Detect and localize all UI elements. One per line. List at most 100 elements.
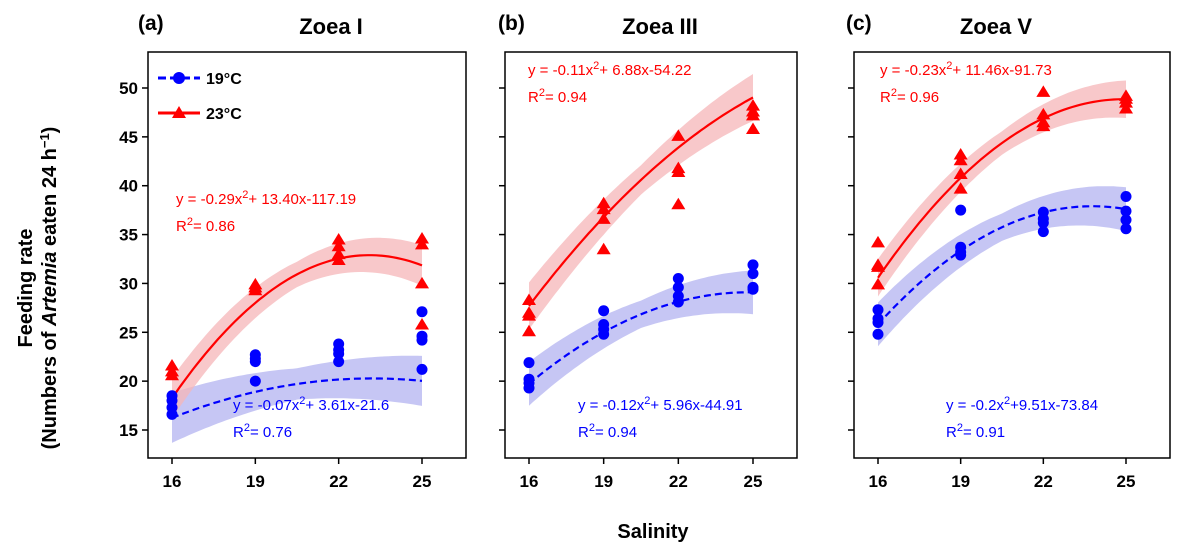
blue-confidence-band [529, 270, 753, 406]
r-squared-value: = 0.86 [193, 218, 235, 235]
data-point-circle [872, 328, 884, 340]
data-point-circle [672, 273, 684, 285]
r-squared-symbol: R [233, 424, 244, 441]
r-squared-symbol: R [880, 89, 891, 106]
x-tick-label: 16 [869, 472, 888, 491]
data-point-triangle [746, 104, 760, 117]
x-tick-label: 16 [163, 472, 182, 491]
data-point-circle [1120, 190, 1132, 202]
data-point-circle [747, 281, 759, 293]
data-point-circle [747, 268, 759, 280]
data-point-triangle [746, 99, 760, 111]
equation-main: y = -0.23x [880, 62, 947, 79]
data-point-circle [1037, 206, 1049, 218]
regression-equation: y = -0.11x2+ 6.88x-54.22 [528, 60, 691, 79]
data-point-triangle [671, 197, 686, 210]
y-tick-label: 45 [119, 128, 138, 147]
legend-marker-triangle [172, 106, 186, 118]
y-tick-label: 30 [119, 274, 138, 293]
equation-tail: + 6.88x-54.22 [599, 62, 691, 79]
regression-equation: y = -0.23x2+ 11.46x-91.73 [880, 60, 1052, 79]
r-squared-value: = 0.76 [250, 424, 292, 441]
data-point-triangle [331, 247, 346, 260]
equation-tail: + 5.96x-44.91 [650, 397, 742, 414]
r-squared-value: = 0.94 [545, 89, 587, 106]
x-axis-title: Salinity [617, 521, 689, 543]
data-point-triangle [596, 196, 611, 209]
r-squared: R2= 0.76 [233, 422, 292, 441]
equation-main: y = -0.2x [946, 397, 1004, 414]
red-confidence-band [529, 74, 753, 330]
r-squared-symbol: R [176, 218, 187, 235]
data-point-circle [955, 241, 967, 253]
data-point-circle [672, 281, 684, 293]
r-squared: R2= 0.94 [528, 87, 587, 106]
data-point-triangle [522, 324, 536, 337]
red-solid-fit-line [528, 96, 754, 307]
regression-equation: y = -0.12x2+ 5.96x-44.91 [578, 395, 743, 414]
y-tick-label: 50 [119, 79, 138, 98]
data-point-circle [598, 318, 610, 330]
data-point-circle [598, 305, 610, 317]
x-tick-label: 22 [1034, 472, 1053, 491]
y-axis-title-end: ) [39, 127, 61, 134]
data-point-triangle [596, 242, 611, 255]
data-point-triangle [522, 293, 536, 306]
y-axis-title-line1: Feeding rate [15, 229, 37, 348]
data-point-circle [1120, 214, 1132, 226]
r-squared-value: = 0.96 [897, 89, 939, 106]
data-point-circle [1120, 205, 1132, 217]
r-squared-exponent: 2 [244, 422, 250, 434]
equation-main: y = -0.12x [578, 397, 645, 414]
y-axis-title-post: eaten 24 h [39, 148, 61, 251]
y-tick-label: 40 [119, 177, 138, 196]
equation-exponent: 2 [1004, 395, 1010, 407]
data-point-triangle [331, 239, 346, 252]
panel-frame [147, 51, 467, 459]
r-squared-exponent: 2 [589, 422, 595, 434]
regression-equation: y = -0.2x2+9.51x-73.84 [946, 395, 1098, 414]
legend-label: 23°C [206, 106, 242, 123]
y-axis-title-line2: (Numbers of Artemia eaten 24 h−1) [37, 127, 62, 450]
y-axis-title-pre: (Numbers of [39, 326, 61, 449]
data-point-circle [416, 363, 428, 375]
blue-dashed-fit-line [877, 205, 1127, 326]
r-squared-exponent: 2 [539, 87, 545, 99]
data-point-circle [523, 357, 535, 369]
equation-tail: +9.51x-73.84 [1010, 397, 1098, 414]
equation-main: y = -0.29x [176, 191, 243, 208]
panel-2: Zoea III(b)16 19 22 25y = -0.12x2+ 5.96x-44… [498, 12, 798, 491]
r-squared-exponent: 2 [957, 422, 963, 434]
legend: 19°C 23°C [158, 71, 242, 123]
x-tick-label: 25 [1117, 472, 1136, 491]
panel-letter: (b) [498, 12, 525, 35]
data-point-circle [333, 356, 345, 368]
equation-exponent: 2 [593, 60, 599, 72]
r-squared-symbol: R [946, 424, 957, 441]
equation-main: y = -0.11x [528, 62, 594, 79]
data-point-circle [249, 349, 261, 361]
y-tick-label: 35 [119, 226, 138, 245]
data-point-triangle [522, 306, 536, 318]
panel-frame [504, 51, 798, 459]
data-point-triangle [1036, 85, 1051, 97]
equation-tail: + 13.40x-117.19 [248, 191, 356, 208]
blue-confidence-band [878, 186, 1126, 347]
data-point-triangle [248, 277, 263, 290]
data-point-circle [872, 313, 884, 325]
r-squared-value: = 0.91 [963, 424, 1005, 441]
data-point-triangle [953, 147, 968, 160]
x-tick-label: 25 [744, 472, 763, 491]
equation-tail: + 3.61x-21.6 [305, 397, 389, 414]
y-axis-title-sup: −1 [37, 133, 52, 148]
data-point-triangle [871, 277, 885, 290]
panel-title: Zoea III [622, 14, 698, 39]
data-point-triangle [1036, 107, 1051, 120]
data-point-circle [747, 259, 759, 271]
blue-dashed-fit-line [528, 291, 753, 385]
r-squared: R2= 0.91 [946, 422, 1005, 441]
r-squared: R2= 0.94 [578, 422, 637, 441]
